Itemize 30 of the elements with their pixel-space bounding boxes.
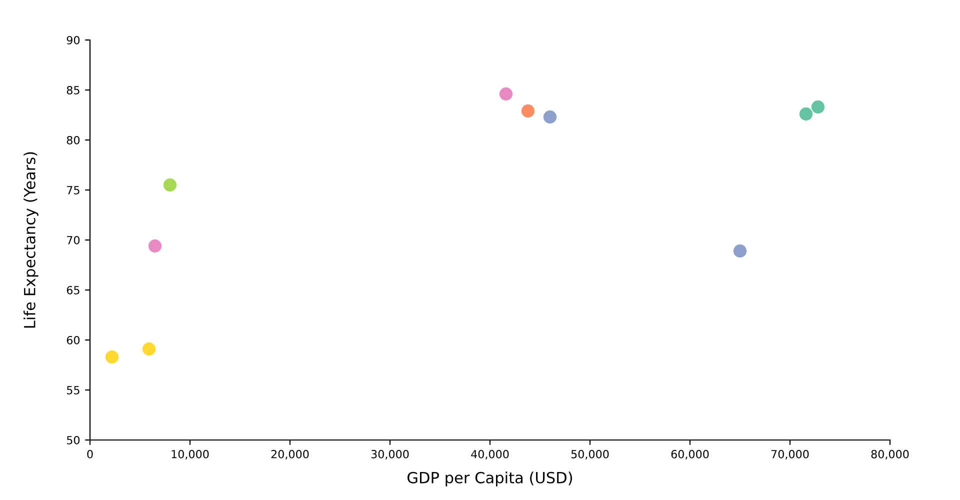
point — [543, 110, 557, 124]
y-tick-label: 90 — [66, 36, 80, 44]
y-tick-label: 75 — [67, 186, 80, 194]
x-tick-label: 70,000 — [771, 450, 809, 460]
point — [811, 100, 825, 114]
y-tick-label: 70 — [67, 236, 80, 244]
point — [148, 239, 162, 253]
x-tick-label: 0 — [87, 450, 93, 458]
x-tick-label: 50,000 — [571, 450, 609, 460]
x-tick-label: 30,000 — [371, 450, 409, 460]
y-tick-label: 50 — [66, 436, 80, 444]
y-tick-label: 55 — [66, 386, 80, 394]
y-tick-label: 65 — [66, 286, 80, 294]
point — [733, 244, 747, 258]
point — [163, 178, 177, 192]
x-axis-title: GDP per Capita (USD) — [408, 472, 572, 486]
point — [521, 104, 535, 118]
y-axis-title: Life Expectancy (Years) — [24, 152, 38, 328]
y-tick-label: 60 — [66, 336, 80, 344]
point — [799, 107, 813, 121]
point — [499, 87, 513, 101]
x-tick-label: 20,000 — [271, 450, 309, 460]
x-tick-label: 10,000 — [172, 450, 209, 460]
point — [142, 342, 156, 356]
y-tick-label: 80 — [66, 136, 80, 144]
x-tick-label: 40,000 — [471, 450, 509, 460]
point — [105, 350, 119, 364]
x-tick-label: 80,000 — [871, 450, 909, 460]
x-tick-label: 60,000 — [671, 450, 709, 460]
y-tick-label: 85 — [66, 86, 80, 94]
